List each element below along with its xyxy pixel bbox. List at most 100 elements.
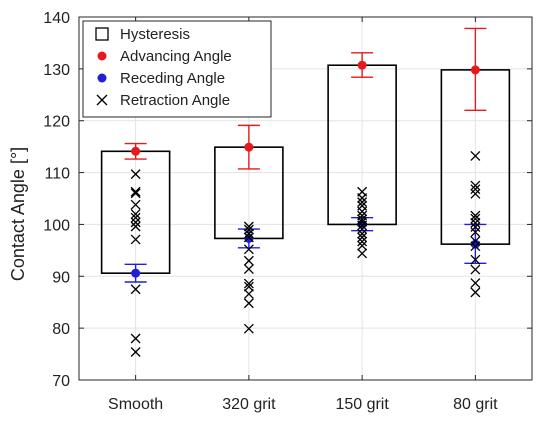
retraction-x-stroke (130, 221, 141, 232)
retraction-angle-point (357, 236, 368, 247)
y-tick-label: 90 (52, 269, 70, 286)
retraction-angle-point (130, 234, 141, 245)
retraction-angle-point (357, 232, 368, 243)
retraction-x-stroke (130, 234, 141, 245)
retraction-angle-point (357, 197, 368, 208)
retraction-x-stroke (470, 217, 481, 228)
plot-frame (78, 16, 533, 381)
x-tick-label: 320 grit (222, 396, 276, 413)
y-tick-label: 110 (44, 166, 70, 183)
advancing-angle-point (470, 65, 480, 75)
retraction-x-stroke (357, 248, 368, 259)
y-axis-label: Contact Angle [°] (8, 147, 28, 281)
retraction-x-stroke (243, 228, 254, 239)
retraction-angle-point (243, 228, 254, 239)
retraction-x-stroke (243, 323, 254, 334)
retraction-angle-point (130, 333, 141, 344)
legend-dot-icon (97, 73, 107, 83)
legend-item-advancing: Advancing Angle (97, 48, 232, 65)
legend-label: Retraction Angle (120, 92, 230, 109)
retraction-x-stroke (243, 298, 254, 309)
y-tick-label: 120 (43, 114, 70, 131)
retraction-x-stroke (243, 278, 254, 289)
retraction-x-stroke (357, 224, 368, 235)
retraction-angle-point (470, 210, 481, 221)
retraction-angle-point (470, 254, 481, 265)
retraction-x-stroke (357, 206, 368, 217)
retraction-angle-point (243, 323, 254, 334)
legend: Hysteresis Advancing Angle Receding Angle R… (82, 20, 272, 118)
retraction-x-stroke (470, 241, 481, 252)
retraction-angle-point (130, 347, 141, 357)
advancing-angle-point (131, 146, 141, 156)
x-tick-label: 150 grit (335, 396, 389, 413)
y-tick-label: 80 (52, 321, 70, 338)
retraction-angle-point (470, 241, 481, 252)
x-tick-label: 80 grit (453, 396, 498, 413)
y-tick-label: 140 (43, 10, 70, 27)
retraction-angle-point (243, 288, 254, 299)
retraction-angle-point (243, 278, 254, 289)
retraction-x-stroke (130, 347, 141, 357)
retraction-x-stroke (357, 240, 368, 251)
retraction-x-stroke (243, 224, 254, 235)
retraction-angle-point (470, 287, 481, 298)
retraction-angle-point (470, 278, 481, 288)
legend-label: Hysteresis (120, 26, 190, 43)
retraction-angle-point (357, 206, 368, 217)
axis-layer: 70 80 90 100 110 120 130 140 Smooth 320 grit 150 g… (43, 10, 533, 413)
retraction-angle-point (243, 281, 254, 292)
retraction-x-stroke (243, 264, 254, 274)
retraction-angle-point (470, 213, 481, 224)
retraction-x-stroke (130, 169, 141, 180)
retraction-x-stroke (243, 221, 254, 232)
retraction-x-stroke (357, 193, 368, 203)
retraction-angle-point (243, 298, 254, 309)
retraction-x-stroke (130, 186, 141, 197)
retraction-angle-point (470, 227, 481, 238)
receding-angle-point (470, 239, 480, 249)
retraction-angle-point (130, 199, 141, 210)
legend-item-receding: Receding Angle (97, 70, 225, 87)
retraction-x-stroke (470, 227, 481, 238)
y-tick-label: 100 (43, 217, 70, 234)
retraction-angle-point (130, 188, 141, 199)
retraction-angle-point (357, 224, 368, 235)
retraction-angle-point (243, 264, 254, 274)
retraction-angle-point (243, 221, 254, 232)
retraction-angle-point (357, 228, 368, 239)
retraction-angle-point (470, 184, 481, 195)
retraction-x-stroke (357, 220, 368, 231)
y-tick-label: 70 (52, 373, 70, 390)
retraction-angle-point (470, 151, 481, 161)
retraction-angle-point (243, 244, 254, 255)
legend-dot-icon (97, 51, 107, 61)
retraction-x-stroke (470, 287, 481, 298)
advancing-angle-point (244, 142, 254, 152)
retraction-angle-point (470, 217, 481, 228)
retraction-angle-point (357, 220, 368, 231)
retraction-angle-point (357, 193, 368, 203)
retraction-x-stroke (243, 281, 254, 292)
retraction-angle-point (357, 216, 368, 227)
retraction-x-stroke (243, 244, 254, 255)
retraction-x-stroke (243, 288, 254, 299)
retraction-x-stroke (470, 278, 481, 288)
legend-item-retraction: Retraction Angle (96, 92, 230, 109)
retraction-angle-point (130, 284, 141, 295)
advancing-angle-point (357, 60, 367, 70)
retraction-angle-point (130, 212, 141, 223)
marker-layer (124, 27, 487, 357)
retraction-angle-point (130, 169, 141, 180)
retraction-x-stroke (470, 254, 481, 265)
legend-label: Advancing Angle (120, 48, 232, 65)
receding-angle-point (131, 268, 141, 278)
retraction-x-stroke (357, 236, 368, 247)
retraction-x-stroke (470, 180, 481, 191)
retraction-x-stroke (357, 216, 368, 227)
retraction-x-stroke (470, 151, 481, 161)
retraction-angle-point (243, 232, 254, 243)
retraction-angle-point (470, 180, 481, 191)
retraction-x-stroke (243, 232, 254, 243)
